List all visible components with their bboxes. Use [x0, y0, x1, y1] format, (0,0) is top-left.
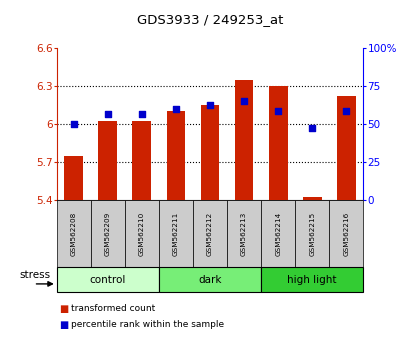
Text: GSM562210: GSM562210: [139, 212, 145, 256]
Point: [343, 108, 349, 114]
Bar: [303, 198, 322, 200]
Text: transformed count: transformed count: [71, 304, 156, 313]
Bar: [167, 111, 185, 200]
Point: [173, 106, 179, 112]
Bar: [201, 105, 219, 200]
Text: GSM562208: GSM562208: [71, 212, 77, 256]
Bar: [337, 96, 356, 200]
Point: [71, 121, 77, 127]
Point: [241, 98, 247, 104]
Point: [105, 111, 111, 116]
Text: stress: stress: [19, 270, 50, 280]
Point: [275, 108, 281, 114]
Text: control: control: [89, 275, 126, 285]
Bar: [98, 121, 117, 200]
Text: GSM562212: GSM562212: [207, 212, 213, 256]
Bar: [235, 80, 253, 200]
Text: high light: high light: [287, 275, 337, 285]
Point: [139, 111, 145, 116]
Bar: [269, 86, 288, 200]
Text: GDS3933 / 249253_at: GDS3933 / 249253_at: [137, 13, 283, 26]
Text: GSM562216: GSM562216: [343, 212, 349, 256]
Text: ■: ■: [59, 304, 68, 314]
Bar: [132, 121, 151, 200]
Point: [207, 102, 213, 108]
Text: dark: dark: [198, 275, 222, 285]
Text: GSM562211: GSM562211: [173, 212, 179, 256]
Text: ■: ■: [59, 320, 68, 330]
Point: [309, 125, 315, 131]
Text: GSM562215: GSM562215: [309, 212, 315, 256]
Bar: [64, 156, 83, 200]
Text: percentile rank within the sample: percentile rank within the sample: [71, 320, 225, 329]
Text: GSM562209: GSM562209: [105, 212, 111, 256]
Text: GSM562214: GSM562214: [275, 212, 281, 256]
Text: GSM562213: GSM562213: [241, 212, 247, 256]
